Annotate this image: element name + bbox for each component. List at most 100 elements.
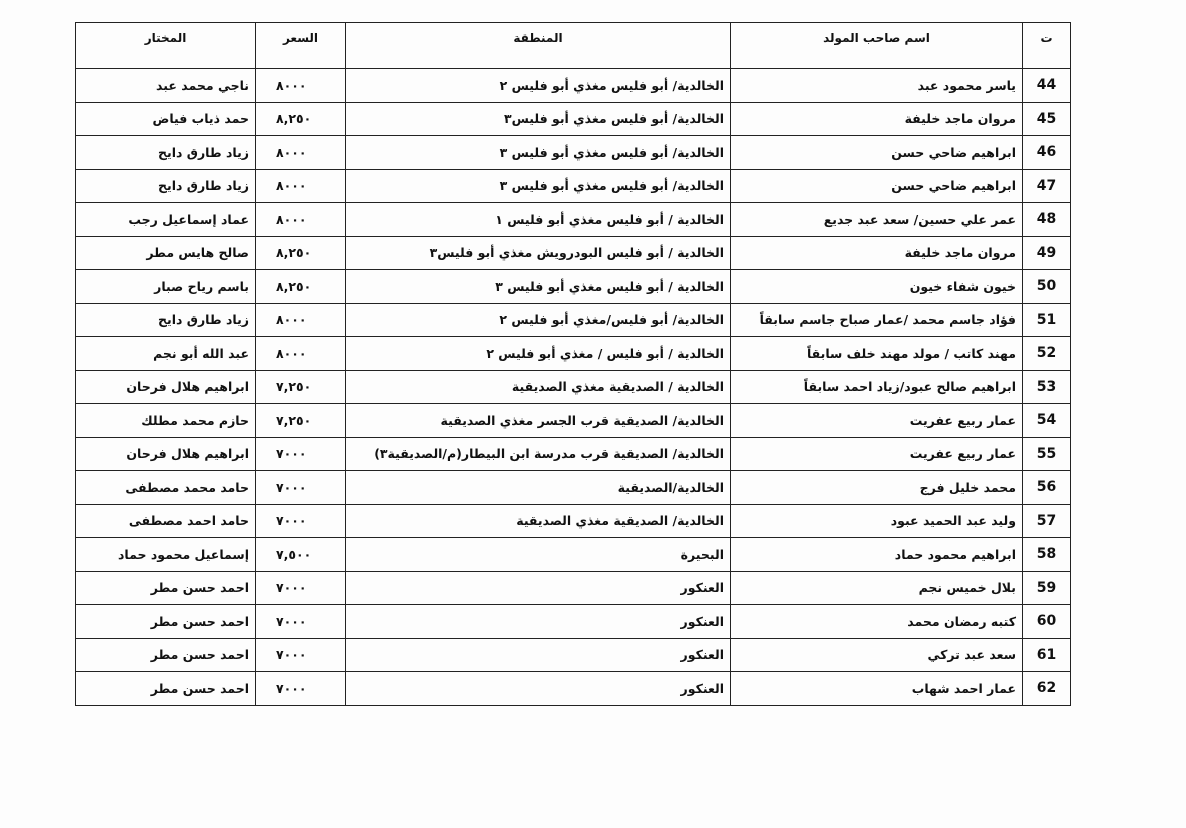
mukhtar: زياد طارق دايح: [75, 135, 256, 170]
price: ٨٠٠٠: [255, 336, 346, 371]
price: ٨٠٠٠: [255, 135, 346, 170]
mukhtar: باسم رياح صبار: [75, 269, 256, 304]
owner-name: ابراهيم محمود حماد: [730, 537, 1023, 572]
owner-name: خيون شفاء خيون: [730, 269, 1023, 304]
header-cell: المنطقة: [345, 22, 731, 69]
owner-name: سعد عبد تركي: [730, 637, 1023, 672]
price: ٨,٢٥٠: [255, 101, 346, 136]
row-number: 50: [1022, 269, 1071, 304]
area: الخالدية/ أبو فليس مغذي أبو فليس٣: [345, 101, 731, 136]
row-number: 62: [1022, 671, 1071, 706]
area: الخالدية/ أبو فليس مغذي أبو فليس ٣: [345, 168, 731, 203]
area: الخالدية / أبو فليس مغذي أبو فليس ١: [345, 202, 731, 237]
price: ٨,٢٥٠: [255, 235, 346, 270]
table-row: 61 سعد عبد تركي العنكور ٧٠٠٠ احمد حسن مطر: [75, 637, 1071, 672]
header-cell: السعر: [255, 22, 346, 69]
row-number: 48: [1022, 202, 1071, 237]
area: الخالدية / أبو فليس / مغذي أبو فليس ٢: [345, 336, 731, 371]
owner-name: محمد خليل فرج: [730, 470, 1023, 505]
price: ٧٠٠٠: [255, 570, 346, 605]
table-row: 52 مهند كاتب / مولد مهند خلف سابقاً الخالد…: [75, 336, 1071, 371]
owner-name: فؤاد جاسم محمد /عمار صباح جاسم سابقاً: [730, 302, 1023, 337]
table-row: 60 كتبه رمضان محمد العنكور ٧٠٠٠ احمد حسن مطر: [75, 604, 1071, 639]
price: ٧٠٠٠: [255, 436, 346, 471]
mukhtar: حازم محمد مطلك: [75, 403, 256, 438]
row-number: 55: [1022, 436, 1071, 471]
table-row: 59 بلال خميس نجم العنكور ٧٠٠٠ احمد حسن مطر: [75, 570, 1071, 605]
owner-name: عمار ربيع عفريت: [730, 403, 1023, 438]
mukhtar: زياد طارق دايح: [75, 302, 256, 337]
row-number: 61: [1022, 637, 1071, 672]
area: الخالدية/الصديقية: [345, 470, 731, 505]
mukhtar: عماد إسماعيل رجب: [75, 202, 256, 237]
mukhtar: حمد ذياب فياض: [75, 101, 256, 136]
price: ٨٠٠٠: [255, 68, 346, 103]
mukhtar: إسماعيل محمود حماد: [75, 537, 256, 572]
owner-name: بلال خميس نجم: [730, 570, 1023, 605]
price: ٧,٢٥٠: [255, 369, 346, 404]
owner-name: كتبه رمضان محمد: [730, 604, 1023, 639]
owner-name: مروان ماجد خليفة: [730, 101, 1023, 136]
table-row: 53 ابراهيم صالح عبود/زياد احمد سابقاً الخا…: [75, 369, 1071, 404]
header-row: ت اسم صاحب المولد المنطقة السعر المختار: [75, 22, 1071, 69]
table-row: 57 وليد عبد الحميد عبود الخالدية/ الصديقية…: [75, 503, 1071, 538]
generator-table: ت اسم صاحب المولد المنطقة السعر المختار 44 يا…: [75, 22, 1071, 706]
area: العنكور: [345, 604, 731, 639]
table-row: 44 ياسر محمود عبد الخالدية/ أبو فليس مغذي …: [75, 68, 1071, 103]
row-number: 54: [1022, 403, 1071, 438]
mukhtar: احمد حسن مطر: [75, 671, 256, 706]
price: ٨٠٠٠: [255, 168, 346, 203]
price: ٨,٢٥٠: [255, 269, 346, 304]
owner-name: عمار ربيع عفريت: [730, 436, 1023, 471]
header-cell: اسم صاحب المولد: [730, 22, 1023, 69]
price: ٧٠٠٠: [255, 671, 346, 706]
table-row: 50 خيون شفاء خيون الخالدية / أبو فليس مغذي…: [75, 269, 1071, 304]
mukhtar: زياد طارق دايح: [75, 168, 256, 203]
owner-name: ابراهيم ضاحي حسن: [730, 168, 1023, 203]
table-row: 58 ابراهيم محمود حماد البحيرة ٧,٥٠٠ إسماعيل …: [75, 537, 1071, 572]
area: العنكور: [345, 570, 731, 605]
mukhtar: احمد حسن مطر: [75, 570, 256, 605]
owner-name: مروان ماجد خليفة: [730, 235, 1023, 270]
area: العنكور: [345, 637, 731, 672]
price: ٧٠٠٠: [255, 637, 346, 672]
table-row: 47 ابراهيم ضاحي حسن الخالدية/ أبو فليس مغذ…: [75, 168, 1071, 203]
row-number: 46: [1022, 135, 1071, 170]
table-row: 51 فؤاد جاسم محمد /عمار صباح جاسم سابقاً ا…: [75, 302, 1071, 337]
row-number: 58: [1022, 537, 1071, 572]
table-row: 45 مروان ماجد خليفة الخالدية/ أبو فليس مغذ…: [75, 101, 1071, 136]
price: ٧,٢٥٠: [255, 403, 346, 438]
table-row: 49 مروان ماجد خليفة الخالدية / أبو فليس ال…: [75, 235, 1071, 270]
owner-name: ياسر محمود عبد: [730, 68, 1023, 103]
mukhtar: احمد حسن مطر: [75, 604, 256, 639]
row-number: 59: [1022, 570, 1071, 605]
row-number: 56: [1022, 470, 1071, 505]
price: ٧٠٠٠: [255, 604, 346, 639]
owner-name: وليد عبد الحميد عبود: [730, 503, 1023, 538]
price: ٨٠٠٠: [255, 202, 346, 237]
price: ٧٠٠٠: [255, 470, 346, 505]
area: الخالدية / أبو فليس البودرويش مغذي أبو ف…: [345, 235, 731, 270]
mukhtar: ناجي محمد عبد: [75, 68, 256, 103]
mukhtar: احمد حسن مطر: [75, 637, 256, 672]
table-row: 56 محمد خليل فرج الخالدية/الصديقية ٧٠٠٠ حامد…: [75, 470, 1071, 505]
owner-name: عمر علي حسين/ سعد عبد جديع: [730, 202, 1023, 237]
header-cell: المختار: [75, 22, 256, 69]
mukhtar: عبد الله أبو نجم: [75, 336, 256, 371]
row-number: 44: [1022, 68, 1071, 103]
owner-name: ابراهيم ضاحي حسن: [730, 135, 1023, 170]
price: ٧٠٠٠: [255, 503, 346, 538]
mukhtar: صالح هايس مطر: [75, 235, 256, 270]
price: ٧,٥٠٠: [255, 537, 346, 572]
area: الخالدية/ أبو فليس مغذي أبو فليس ٢: [345, 68, 731, 103]
area: الخالدية/ أبو فليس/مغذي أبو فليس ٢: [345, 302, 731, 337]
row-number: 49: [1022, 235, 1071, 270]
price: ٨٠٠٠: [255, 302, 346, 337]
table-body: 44 ياسر محمود عبد الخالدية/ أبو فليس مغذي …: [75, 68, 1071, 706]
mukhtar: ابراهيم هلال فرحان: [75, 369, 256, 404]
owner-name: عمار احمد شهاب: [730, 671, 1023, 706]
mukhtar: ابراهيم هلال فرحان: [75, 436, 256, 471]
row-number: 60: [1022, 604, 1071, 639]
table-row: 62 عمار احمد شهاب العنكور ٧٠٠٠ احمد حسن مطر: [75, 671, 1071, 706]
